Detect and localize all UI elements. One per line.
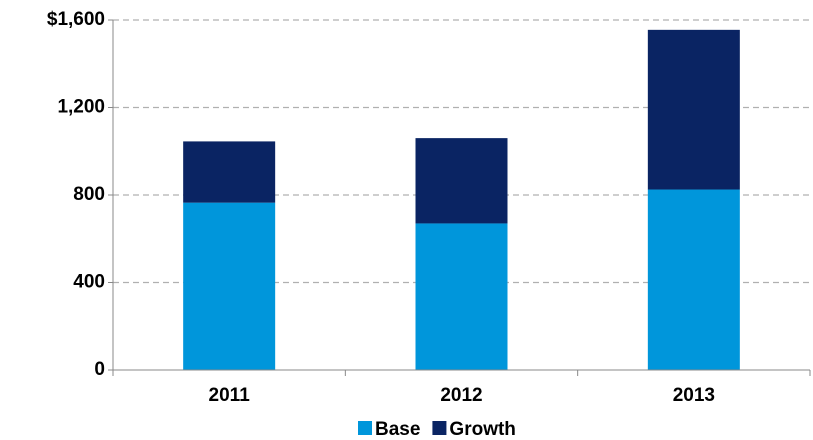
legend-swatch (432, 421, 447, 435)
bar-segment (183, 141, 276, 203)
y-tick-label: 1,200 (57, 97, 105, 118)
bar-segment (415, 138, 508, 224)
y-tick-label: 800 (73, 184, 105, 205)
y-tick-label: 400 (73, 272, 105, 293)
legend-label: Growth (449, 419, 516, 440)
x-tick-label: 2012 (440, 385, 482, 406)
legend-swatch (358, 421, 372, 435)
x-tick-label: 2011 (209, 385, 251, 406)
x-tick-label: 2013 (673, 385, 715, 406)
bar-segment (415, 223, 508, 370)
bar-segment (647, 29, 740, 190)
bar-segment (183, 202, 276, 370)
legend-label: Base (375, 419, 420, 440)
y-tick-label: $1,600 (47, 9, 105, 30)
y-tick-label: 0 (94, 359, 105, 380)
bar-segment (647, 189, 740, 370)
